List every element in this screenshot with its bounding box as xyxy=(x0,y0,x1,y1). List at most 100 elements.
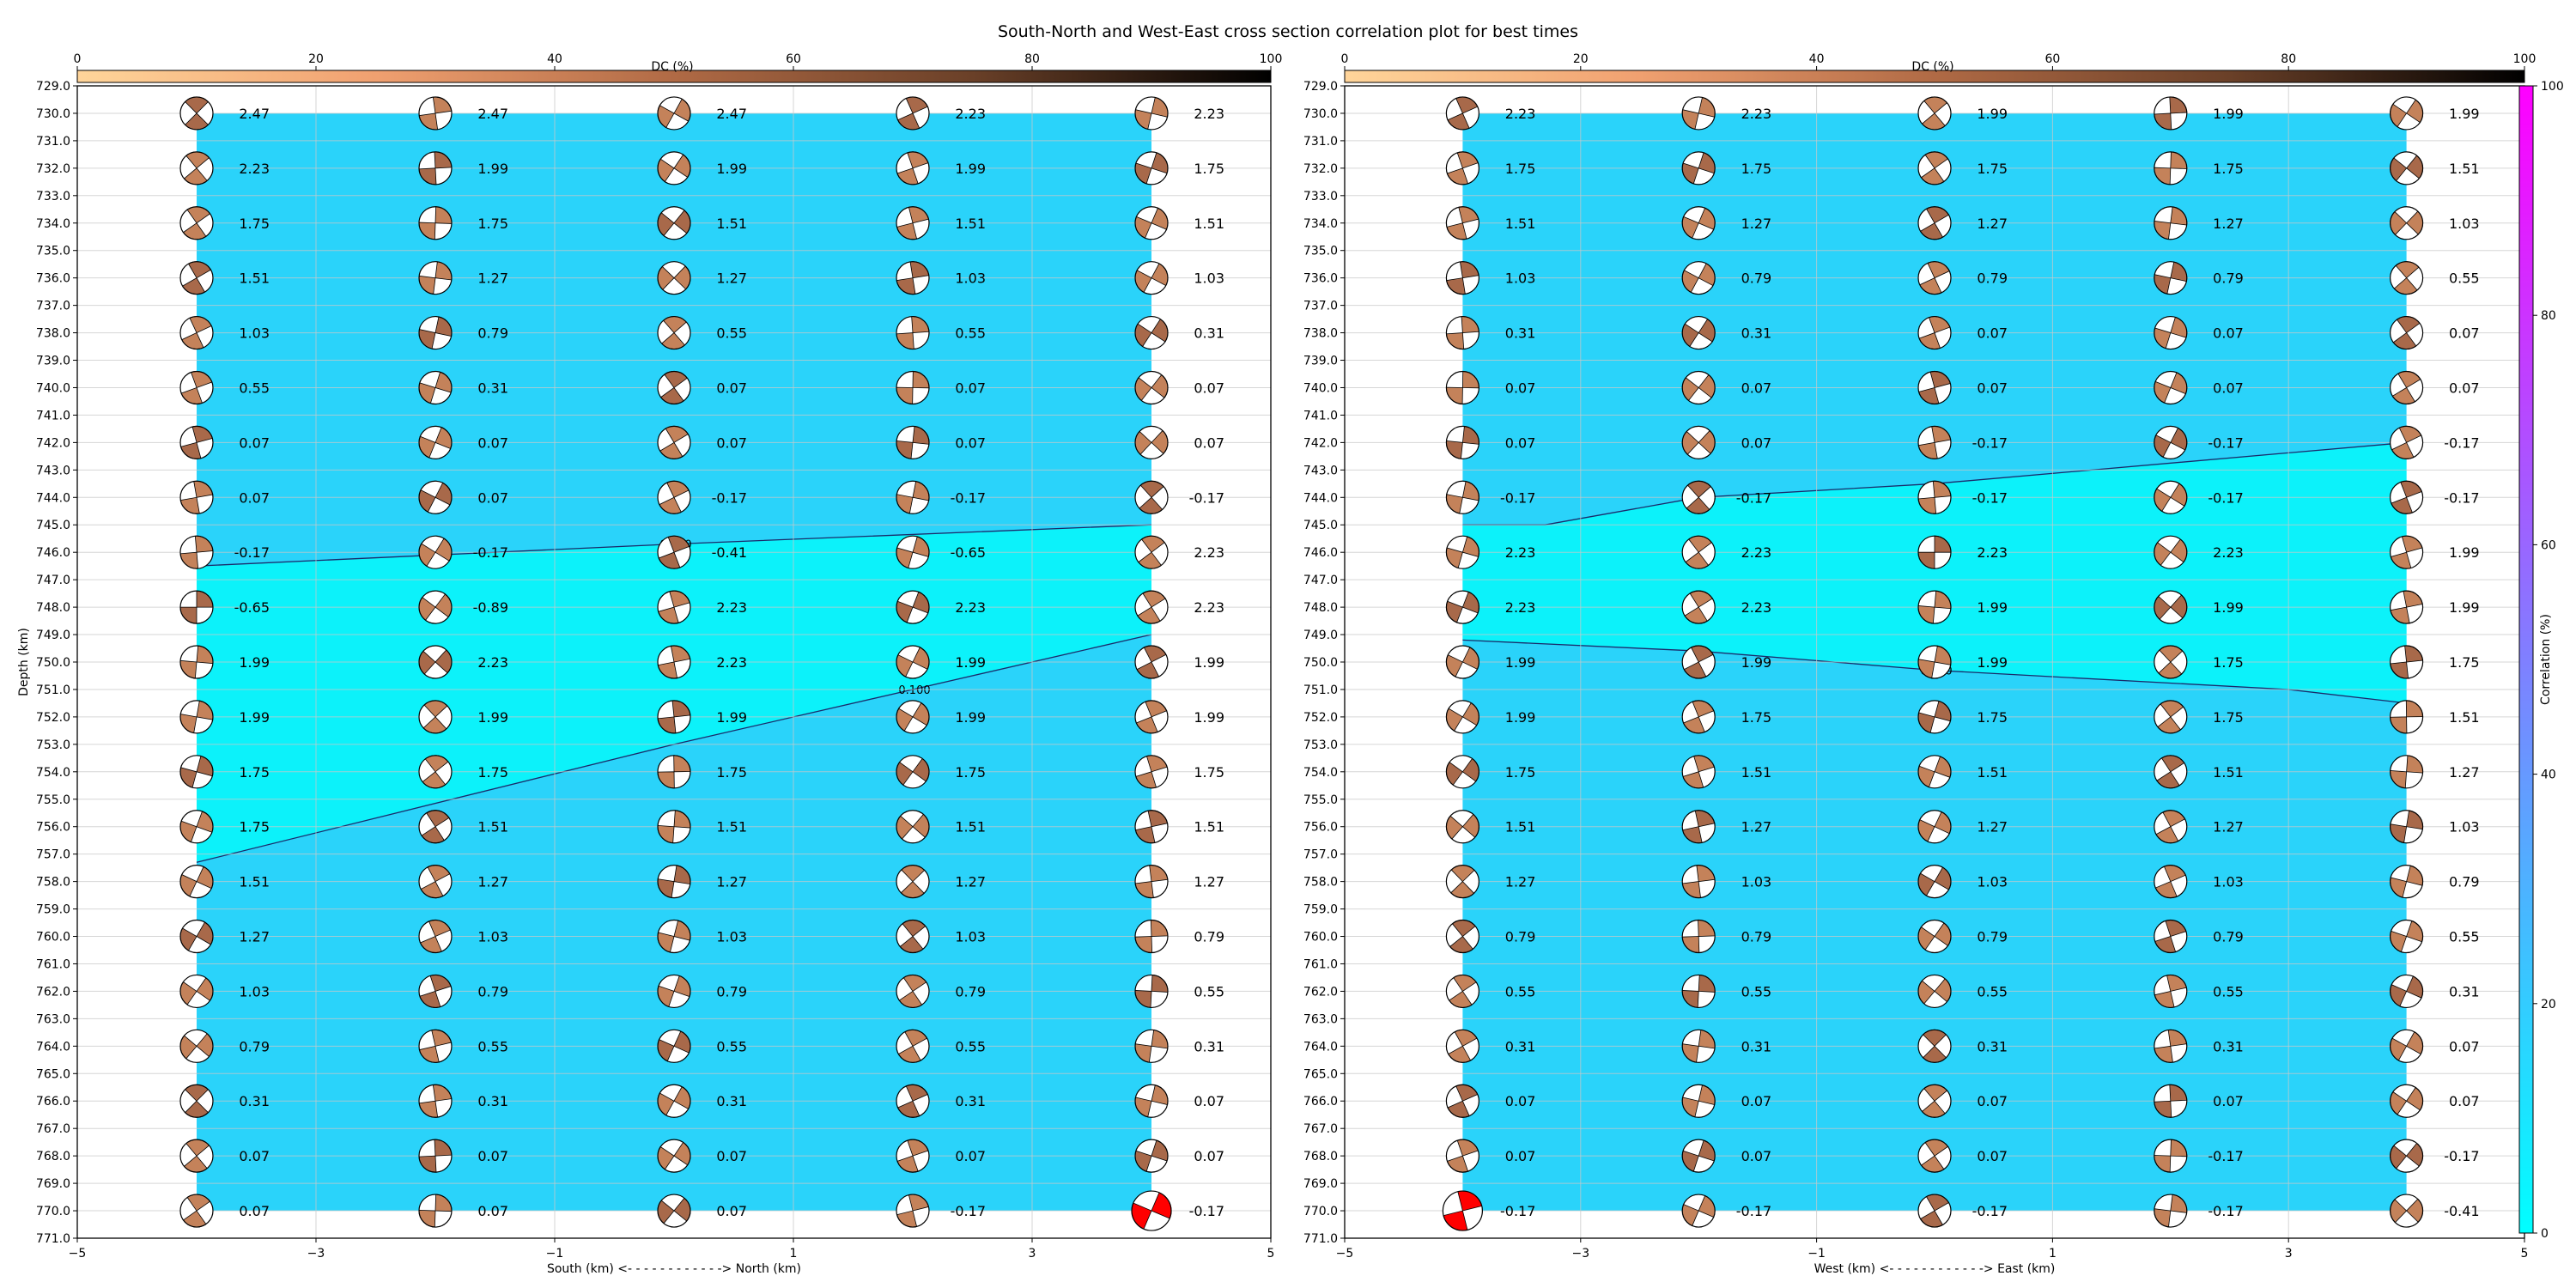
beachball-outline xyxy=(1681,974,1716,1009)
beachball-outline xyxy=(179,96,214,131)
beachball xyxy=(2154,590,2188,624)
y-tick-label: 755.0 xyxy=(1303,793,1338,807)
time-label: 0.07 xyxy=(2213,1093,2244,1109)
y-tick-label: 763.0 xyxy=(1303,1012,1338,1026)
y-tick-label: 755.0 xyxy=(36,793,70,807)
time-label: 0.31 xyxy=(1194,325,1224,342)
beachball xyxy=(179,96,214,131)
beachball-outline xyxy=(418,425,453,459)
beachball-outline xyxy=(418,261,453,295)
beachball xyxy=(2390,370,2424,405)
dc-tick-label: 100 xyxy=(2513,52,2537,66)
beachball-outline xyxy=(896,700,930,734)
time-label: 2.23 xyxy=(955,106,986,122)
time-label: -0.17 xyxy=(1736,1203,1771,1219)
y-tick-label: 749.0 xyxy=(1303,629,1338,642)
time-label: 0.07 xyxy=(716,1203,747,1219)
beachball xyxy=(1681,974,1716,1009)
beachball xyxy=(2154,206,2188,240)
time-label: 0.79 xyxy=(477,983,508,999)
dc-tick-label: 40 xyxy=(547,52,562,66)
time-label: -0.89 xyxy=(473,599,508,616)
y-tick-label: 754.0 xyxy=(1303,766,1338,780)
beachball-outline xyxy=(657,590,691,624)
beachball xyxy=(1134,974,1169,1009)
beachball-outline xyxy=(2390,865,2424,899)
beachball xyxy=(1917,590,1952,624)
beachball xyxy=(1134,865,1169,899)
y-tick-label: 769.0 xyxy=(1303,1177,1338,1191)
time-label: 0.07 xyxy=(1505,380,1536,396)
y-tick-label: 741.0 xyxy=(1303,409,1338,422)
beachball-outline xyxy=(418,974,453,1009)
beachball-outline xyxy=(2390,1139,2424,1173)
beachball-outline xyxy=(2154,261,2188,295)
time-label: 1.75 xyxy=(239,216,270,232)
beachball xyxy=(657,425,691,459)
y-tick-label: 747.0 xyxy=(1303,574,1338,587)
beachball-outline xyxy=(1917,425,1952,459)
time-label: 0.07 xyxy=(477,434,508,451)
beachball xyxy=(179,315,214,350)
time-label: 1.27 xyxy=(716,270,747,287)
beachball-outline xyxy=(2390,96,2424,131)
y-tick-label: 762.0 xyxy=(1303,985,1338,999)
beachball xyxy=(657,974,691,1009)
time-label: 0.79 xyxy=(1505,929,1536,945)
dc-tick-label: 20 xyxy=(1573,52,1589,66)
beachball-outline xyxy=(1681,645,1716,679)
beachball xyxy=(896,1029,930,1063)
beachball-outline xyxy=(896,1029,930,1063)
time-label: 1.99 xyxy=(955,654,986,671)
beachball xyxy=(2154,315,2188,350)
beachball-outline xyxy=(657,755,691,789)
beachball-outline xyxy=(657,919,691,954)
beachball-outline xyxy=(2154,480,2188,514)
y-tick-label: 756.0 xyxy=(1303,821,1338,835)
beachball-outline xyxy=(179,151,214,185)
beachball xyxy=(657,590,691,624)
time-label: 1.99 xyxy=(955,161,986,177)
time-label: 1.03 xyxy=(955,270,986,287)
time-label: 0.55 xyxy=(2213,983,2244,999)
time-label: 1.75 xyxy=(1194,161,1224,177)
beachball xyxy=(418,1029,453,1063)
beachball-outline xyxy=(179,755,214,789)
time-label: -0.17 xyxy=(2444,1148,2479,1164)
beachball-outline xyxy=(1681,810,1716,844)
beachball-outline xyxy=(1134,974,1169,1009)
y-tick-label: 737.0 xyxy=(36,300,70,313)
time-label: 1.51 xyxy=(2449,709,2480,726)
beachball xyxy=(1445,480,1480,514)
time-label: 0.07 xyxy=(1977,380,2008,396)
time-label: 0.31 xyxy=(955,1093,986,1109)
time-label: -0.17 xyxy=(951,489,986,506)
beachball xyxy=(896,1139,930,1173)
time-label: 0.79 xyxy=(1977,929,2008,945)
time-label: 1.75 xyxy=(1194,764,1224,781)
y-tick-label: 748.0 xyxy=(36,601,70,615)
beachball-outline xyxy=(1681,96,1716,131)
y-tick-label: 730.0 xyxy=(36,107,70,121)
beachball-outline xyxy=(657,810,691,844)
time-label: 1.51 xyxy=(955,216,986,232)
y-tick-label: 742.0 xyxy=(1303,436,1338,450)
beachball-outline xyxy=(2154,865,2188,899)
time-label: 1.03 xyxy=(716,929,747,945)
beachball xyxy=(1681,810,1716,844)
beachball xyxy=(2390,974,2424,1009)
beachball-outline xyxy=(1445,974,1480,1009)
beachball xyxy=(657,370,691,405)
time-label: 1.75 xyxy=(239,819,270,835)
y-tick-label: 735.0 xyxy=(36,245,70,258)
y-tick-label: 757.0 xyxy=(1303,848,1338,862)
beachball-outline xyxy=(1131,1190,1172,1231)
beachball-outline xyxy=(657,425,691,459)
time-label: 1.99 xyxy=(239,709,270,726)
y-tick-label: 744.0 xyxy=(36,491,70,505)
beachball xyxy=(1445,590,1480,624)
time-label: 0.07 xyxy=(2449,1038,2480,1054)
time-label: -0.17 xyxy=(473,544,508,561)
time-label: 2.47 xyxy=(239,106,270,122)
time-label: -0.17 xyxy=(1189,489,1224,506)
